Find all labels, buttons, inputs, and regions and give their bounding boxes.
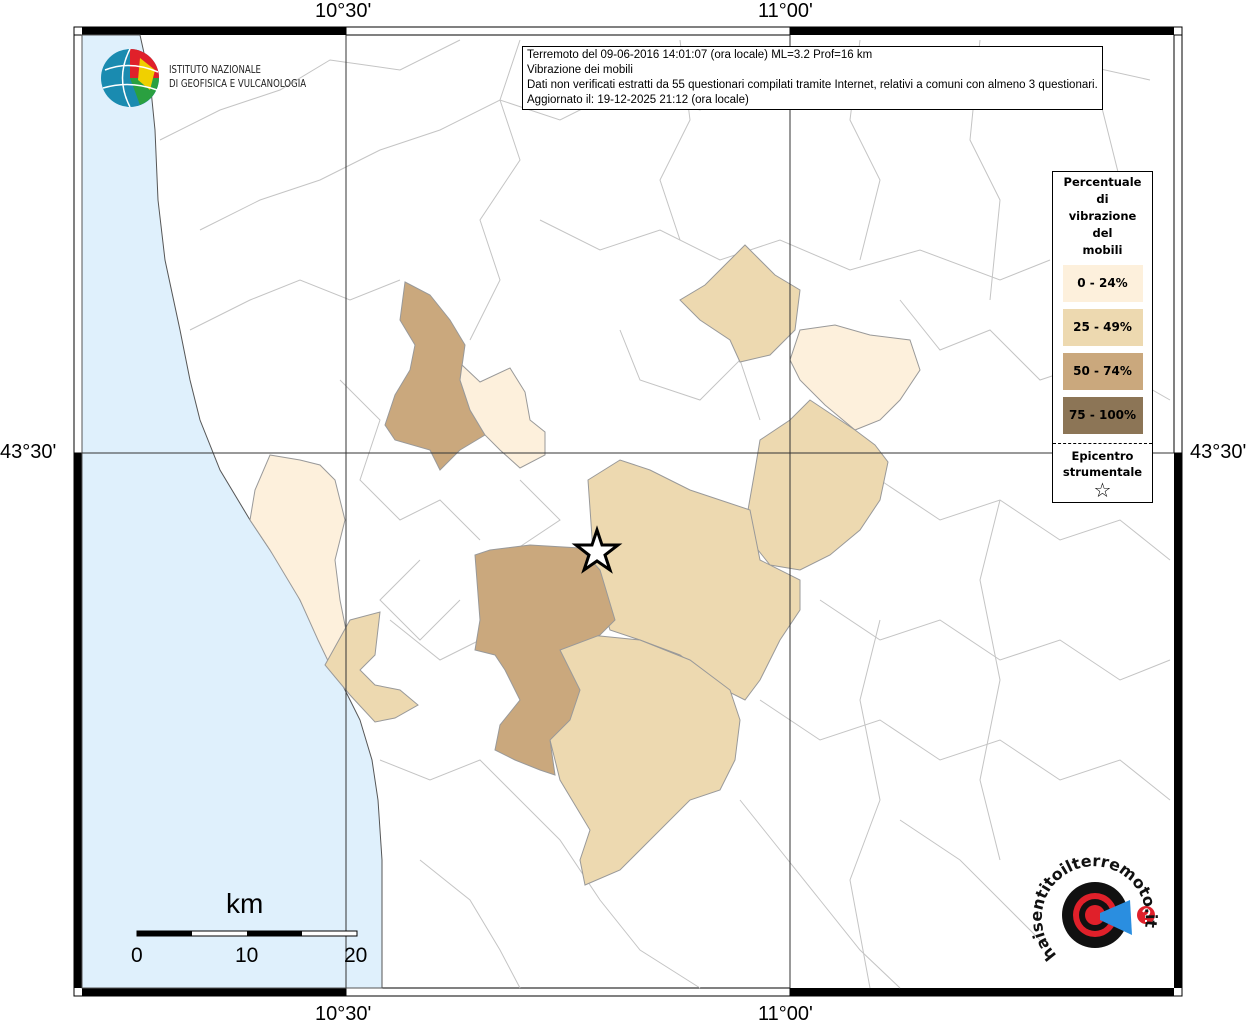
- info-box: Terremoto del 09-06-2016 14:01:07 (ora l…: [522, 46, 1103, 110]
- legend-class-50-74: 50 - 74%: [1062, 353, 1143, 390]
- info-note: Dati non verificati estratti da 55 quest…: [527, 79, 1098, 91]
- legend-title-4: del: [1092, 226, 1113, 240]
- municipality-0-24: [789, 324, 921, 431]
- scale-unit: km: [226, 888, 264, 919]
- epicenter-star-icon[interactable]: [571, 525, 623, 574]
- municipalities-colored: [249, 244, 921, 886]
- legend-title-1: Percentuale: [1063, 175, 1142, 189]
- municipality-0-24: [459, 363, 546, 469]
- legend-epicenter-2: strumentale: [1062, 465, 1143, 479]
- legend: Percentuale di vibrazione del mobili 0 -…: [1052, 171, 1153, 503]
- question-mark-icon: [1142, 908, 1151, 922]
- ingv-logo-text: ISTITUTO NAZIONALE DI GEOFISICA E VULCAN…: [169, 63, 306, 91]
- info-updated: Aggiornato il: 19-12-2025 21:12 (ora loc…: [527, 94, 749, 106]
- lon-label-bottom-1: 10°30': [315, 1003, 372, 1025]
- municipality-50-74: [384, 281, 486, 471]
- lon-label-bottom-2: 11°00': [758, 1003, 813, 1025]
- municipality-25-49: [747, 399, 889, 571]
- legend-title-3: vibrazione: [1068, 209, 1137, 223]
- ingv-line-2: DI GEOFISICA E VULCANOLOGIA: [169, 77, 307, 90]
- scale-label-0: 0: [131, 944, 143, 967]
- info-event: Terremoto del 09-06-2016 14:01:07 (ora l…: [527, 49, 873, 61]
- star-icon: ☆: [1093, 478, 1112, 502]
- scale-label-20: 20: [344, 944, 368, 967]
- scale-bar: [136, 930, 358, 937]
- legend-class-75-100: 75 - 100%: [1062, 397, 1143, 434]
- legend-class-0-24: 0 - 24%: [1062, 265, 1143, 302]
- lat-label-left: 43°30': [0, 441, 57, 463]
- lat-label-right: 43°30': [1190, 441, 1247, 463]
- graticule: [82, 35, 1174, 988]
- ingv-logo-globe: [101, 48, 159, 108]
- ingv-line-1: ISTITUTO NAZIONALE: [169, 63, 261, 76]
- legend-epicenter-1: Epicentro: [1071, 449, 1134, 463]
- scale-label-10: 10: [235, 944, 259, 967]
- legend-title-5: mobili: [1082, 243, 1123, 257]
- legend-title-2: di: [1096, 192, 1109, 206]
- municipality-25-49: [549, 634, 741, 886]
- info-parameter: Vibrazione dei mobili: [527, 64, 633, 76]
- lon-label-top-2: 11°00': [758, 0, 813, 22]
- map-frame: [73, 26, 1183, 997]
- lon-label-top-1: 10°30': [315, 0, 372, 22]
- legend-class-25-49: 25 - 49%: [1062, 309, 1143, 346]
- municipality-25-49: [679, 244, 801, 363]
